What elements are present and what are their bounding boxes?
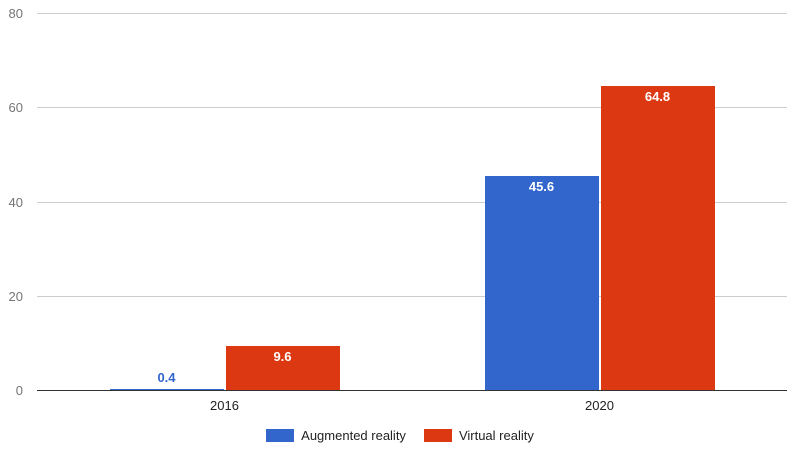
bar-virtual-reality-2016[interactable]: 9.6 xyxy=(225,345,340,391)
y-axis-tick-0: 0 xyxy=(15,383,23,398)
bar-group-2020: 45.6 64.8 xyxy=(412,14,787,391)
bar-augmented-reality-2020[interactable]: 45.6 xyxy=(484,176,599,391)
legend-swatch-virtual-reality xyxy=(423,429,452,442)
gridline-40 xyxy=(37,201,787,203)
gridline-80 xyxy=(37,13,787,14)
bar-value-label-virtual-reality-2016: 9.6 xyxy=(273,348,292,364)
legend-swatch-augmented-reality xyxy=(266,429,295,442)
legend: Augmented reality Virtual reality xyxy=(0,428,800,443)
bar-value-label-augmented-reality-2016: 0.4 xyxy=(157,370,176,386)
legend-label-augmented-reality: Augmented reality xyxy=(301,428,406,443)
bar-virtual-reality-2020[interactable]: 64.8 xyxy=(600,85,715,391)
x-axis-baseline xyxy=(37,390,787,391)
y-axis-tick-80: 80 xyxy=(8,6,23,21)
bar-value-label-augmented-reality-2020: 45.6 xyxy=(528,179,555,195)
gridline-60 xyxy=(37,107,787,109)
legend-label-virtual-reality: Virtual reality xyxy=(458,428,534,443)
y-axis-tick-40: 40 xyxy=(8,194,23,210)
y-axis-tick-20: 20 xyxy=(8,288,23,304)
bar-group-2016: 0.4 9.6 xyxy=(37,14,412,391)
legend-item-virtual-reality: Virtual reality xyxy=(423,428,534,443)
x-axis-label-2016: 2016 xyxy=(210,398,239,413)
gridline-20 xyxy=(37,295,787,297)
x-axis-label-2020: 2020 xyxy=(585,398,614,413)
legend-item-augmented-reality: Augmented reality xyxy=(266,428,406,443)
y-axis-tick-60: 60 xyxy=(8,100,23,116)
plot-area: 0.4 9.6 45.6 64.8 xyxy=(37,13,787,391)
bar-value-label-virtual-reality-2020: 64.8 xyxy=(644,88,671,104)
